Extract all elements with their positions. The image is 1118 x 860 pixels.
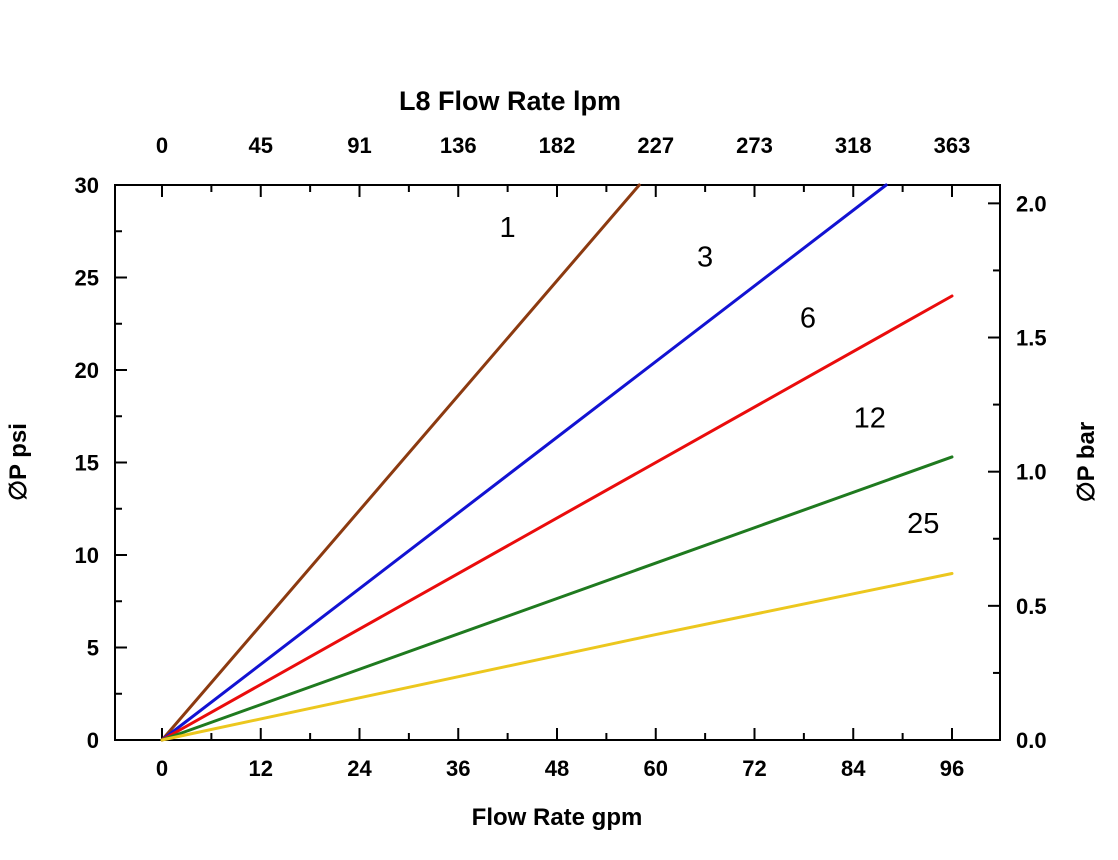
series-label-1: 1 <box>500 212 516 244</box>
y-right-tick-label: 2.0 <box>1016 191 1047 216</box>
series-label-6: 6 <box>800 302 816 334</box>
x-top-tick-label: 91 <box>347 133 371 158</box>
series-line-3 <box>160 183 888 742</box>
x-top-tick-label: 363 <box>934 133 971 158</box>
y-left-tick-label: 15 <box>75 451 99 476</box>
x-top-tick-label: 136 <box>440 133 477 158</box>
x-top-tick-label: 318 <box>835 133 872 158</box>
series-label-3: 3 <box>697 241 713 273</box>
y-left-tick-label: 20 <box>75 358 99 383</box>
series-line-25 <box>160 572 954 742</box>
y-left-tick-label: 10 <box>75 543 99 568</box>
x-bottom-tick-label: 0 <box>156 756 168 781</box>
x-top-tick-label: 182 <box>539 133 576 158</box>
y-right-tick-label: 1.5 <box>1016 326 1047 351</box>
y-left-tick-label: 0 <box>87 728 99 753</box>
y-axis-title-right: ∅P bar <box>1073 422 1100 503</box>
x-bottom-tick-label: 84 <box>841 756 866 781</box>
y-left-tick-label: 25 <box>75 266 99 291</box>
x-top-tick-label: 273 <box>736 133 773 158</box>
x-bottom-tick-label: 12 <box>249 756 273 781</box>
chart-title: L8 Flow Rate lpm <box>399 86 621 116</box>
x-axis-title-bottom: Flow Rate gpm <box>472 804 643 831</box>
x-bottom-tick-label: 60 <box>644 756 668 781</box>
series-label-25: 25 <box>907 508 939 540</box>
y-right-tick-label: 1.0 <box>1016 460 1047 485</box>
series-label-12: 12 <box>854 402 886 434</box>
x-bottom-tick-label: 36 <box>446 756 470 781</box>
x-top-tick-label: 0 <box>156 133 168 158</box>
y-right-tick-label: 0.0 <box>1016 728 1047 753</box>
plot-area: 0012452491361364818260227722738431896363… <box>75 133 1047 781</box>
x-bottom-tick-label: 48 <box>545 756 569 781</box>
x-bottom-tick-label: 72 <box>742 756 766 781</box>
y-right-tick-label: 0.5 <box>1016 594 1047 619</box>
series-line-6 <box>160 294 954 742</box>
y-left-tick-label: 30 <box>75 173 99 198</box>
series-line-1 <box>160 183 641 742</box>
series-line-12 <box>160 455 954 742</box>
x-bottom-tick-label: 96 <box>940 756 964 781</box>
y-axis-title-left: ∅P psi <box>5 423 32 501</box>
y-left-tick-label: 5 <box>87 636 99 661</box>
x-bottom-tick-label: 24 <box>347 756 372 781</box>
x-top-tick-label: 227 <box>637 133 674 158</box>
x-top-tick-label: 45 <box>249 133 273 158</box>
